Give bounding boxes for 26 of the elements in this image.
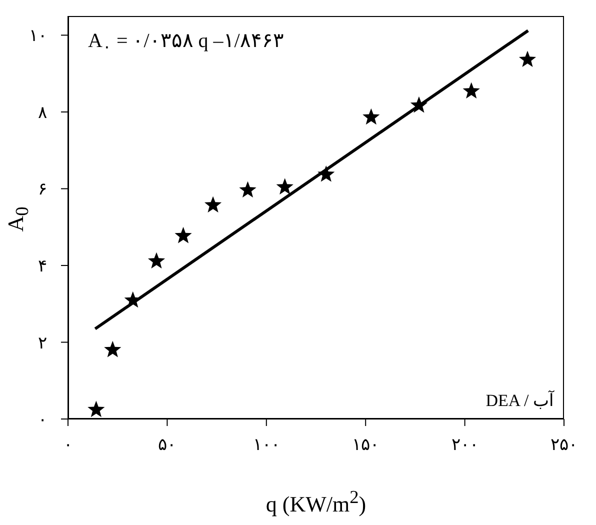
- x-tick-label: ۵٠: [158, 435, 176, 454]
- x-tick-label: ٠: [64, 435, 72, 454]
- point: [104, 340, 122, 358]
- x-tick-label: ٢۵٠: [550, 435, 578, 454]
- y-tick-label: ۴: [38, 256, 47, 276]
- annotation: DEA / آب: [486, 390, 554, 411]
- point: [239, 181, 256, 198]
- x-tick-label: ١۵٠: [352, 435, 380, 454]
- point: [410, 96, 428, 113]
- point: [318, 166, 335, 182]
- x-axis-title: q (KW/m$^{2}$): [264, 487, 368, 518]
- y-tick-label: ۶: [38, 180, 47, 199]
- x-tick-label: ٢٠٠: [451, 435, 478, 454]
- y-tick-label: ٨: [38, 102, 47, 122]
- y-tick-label: ٢: [38, 333, 47, 352]
- point: [518, 50, 536, 68]
- y-tick-label: ٠: [38, 410, 47, 430]
- point: [462, 82, 480, 99]
- x-tick-label: ١٠٠: [252, 435, 280, 454]
- y-tick-label: ١٠: [29, 26, 47, 46]
- point: [88, 400, 105, 418]
- point: [204, 196, 222, 212]
- point: [148, 252, 166, 269]
- point: [174, 226, 192, 244]
- point: [276, 178, 294, 194]
- point: [362, 108, 380, 125]
